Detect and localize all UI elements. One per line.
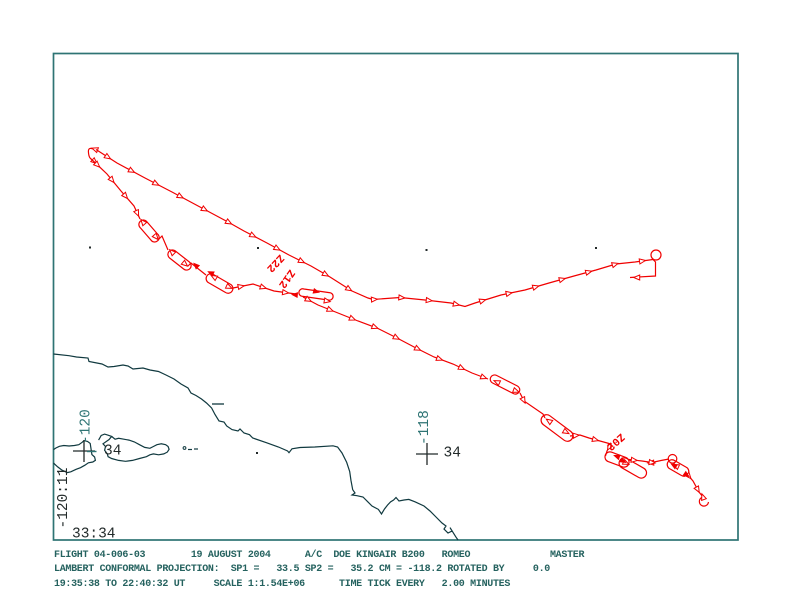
svg-text:Z12: Z12 bbox=[275, 267, 296, 290]
svg-text:-120: -120 bbox=[79, 409, 95, 444]
svg-text:-120:11: -120:11 bbox=[56, 468, 72, 529]
svg-text:34: 34 bbox=[104, 444, 121, 460]
svg-text:Z02: Z02 bbox=[604, 430, 627, 452]
svg-text:34: 34 bbox=[444, 446, 461, 462]
svg-text:-118: -118 bbox=[417, 410, 433, 445]
svg-text:33:34: 33:34 bbox=[72, 527, 116, 543]
svg-text:Z22: Z22 bbox=[264, 251, 286, 274]
